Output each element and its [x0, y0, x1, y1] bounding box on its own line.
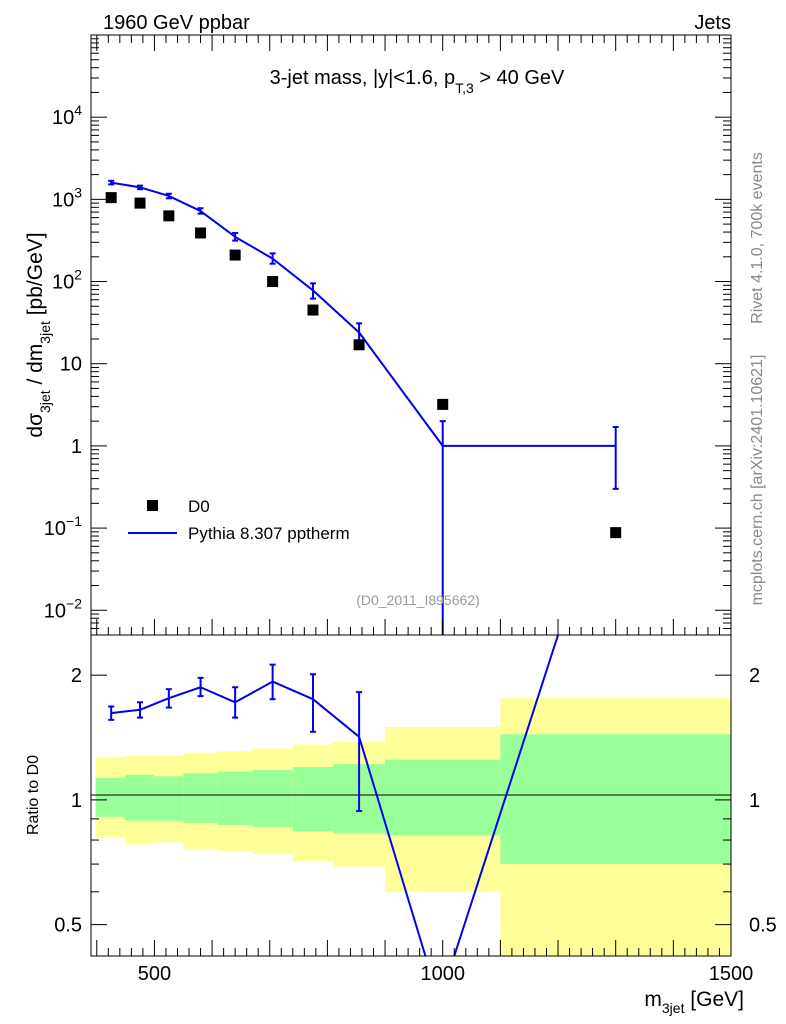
rivet-label: Rivet 4.1.0, 700k events: [749, 152, 766, 324]
ratio-band-green: [95, 777, 126, 817]
y-tick-label: 10−2: [44, 595, 82, 622]
watermark: (D0_2011_I895662): [356, 592, 480, 608]
d0-data-point: [353, 339, 365, 351]
main-frame: [90, 34, 732, 636]
d0-data-point: [437, 398, 449, 410]
mcplots-label: mcplots.cern.ch [arXiv:2401.10621]: [749, 355, 766, 606]
main-series-layer: [105, 179, 622, 635]
y-tick-label: 10: [60, 354, 82, 376]
ratio-band-green: [500, 734, 731, 865]
x-tick-label: 1500: [709, 963, 754, 985]
legend-label-d0: D0: [188, 497, 210, 516]
ratio-line-segment: [358, 736, 427, 957]
d0-data-point: [229, 249, 241, 261]
x-tick-label: 1000: [420, 963, 465, 985]
ratio-y-tick-label-right: 1: [749, 790, 760, 812]
y-tick-label: 10−1: [44, 513, 82, 540]
x-axis-label: m3jet [GeV]: [644, 988, 744, 1016]
pythia-line-segment: [199, 210, 236, 238]
ratio-series-layer: [108, 634, 559, 957]
d0-data-point: [105, 192, 117, 204]
header-right: Jets: [694, 12, 731, 34]
y-tick-label: 102: [52, 267, 82, 294]
pythia-line-segment: [358, 331, 444, 447]
pythia-line-segment: [139, 186, 170, 197]
ratio-y-tick-label-right: 2: [749, 665, 760, 687]
ratio-band-green: [183, 773, 218, 823]
pythia-line-segment: [312, 289, 360, 334]
d0-data-point: [134, 197, 146, 209]
y-tick-label: 104: [52, 102, 82, 129]
x-tick-label: 500: [138, 963, 171, 985]
ratio-ticks: 500 1000 1500 0.5 0.5 1 1 2 2: [54, 665, 777, 985]
ratio-line-segment: [139, 697, 170, 711]
ratio-line-segment: [111, 708, 141, 715]
y-tick-label: 1: [71, 436, 82, 458]
ratio-y-label: Ratio to D0: [25, 755, 42, 835]
ratio-band-green: [154, 776, 184, 821]
d0-data-point: [267, 276, 279, 288]
d0-data-point: [163, 210, 175, 222]
pythia-line-segment: [272, 257, 314, 292]
ratio-line-segment: [168, 686, 201, 700]
ratio-line-segment: [200, 686, 236, 704]
ratio-band-green: [252, 770, 293, 828]
main-panel: 10−2 10−1 1 10 102 103 104 (D0_2011_I895662) 3…: [24, 34, 732, 636]
d0-data-point: [195, 227, 207, 239]
ratio-line-segment: [453, 634, 559, 957]
pythia-line-segment: [234, 235, 274, 260]
ratio-line-segment: [272, 680, 314, 701]
legend: D0 Pythia 8.307 pptherm: [128, 497, 350, 543]
ratio-band-green: [292, 767, 334, 832]
ratio-y-tick-label-left: 2: [71, 665, 82, 687]
ratio-y-tick-label-left: 1: [71, 790, 82, 812]
ratio-frame: [90, 634, 732, 957]
plot-title: 3-jet mass, |y|<1.6, pT,3 > 40 GeV: [270, 67, 565, 96]
ratio-band-green: [385, 759, 501, 836]
pythia-line-segment: [111, 181, 141, 189]
ratio-y-tick-label-left: 0.5: [54, 915, 82, 937]
ratio-line-segment: [312, 698, 360, 738]
y-tick-label: 103: [52, 184, 82, 211]
ratio-bands: [95, 698, 731, 956]
legend-label-pythia: Pythia 8.307 pptherm: [188, 524, 350, 543]
ratio-band-green: [217, 771, 253, 825]
d0-data-point: [307, 304, 319, 316]
ratio-line-segment: [234, 680, 274, 704]
ratio-y-tick-label-right: 0.5: [749, 915, 777, 937]
header-left: 1960 GeV ppbar: [103, 12, 250, 34]
pythia-line-segment: [168, 195, 201, 212]
y-axis-label: dσ3jet / dm3jet [pb/GeV]: [24, 232, 53, 437]
ratio-panel: 500 1000 1500 0.5 0.5 1 1 2 2 Ratio to D0 m3jet …: [25, 634, 777, 1016]
d0-data-point: [610, 527, 622, 539]
legend-marker-d0: [147, 500, 158, 511]
ratio-band-green: [125, 774, 155, 821]
main-ticks: 10−2 10−1 1 10 102 103 104: [44, 34, 732, 636]
